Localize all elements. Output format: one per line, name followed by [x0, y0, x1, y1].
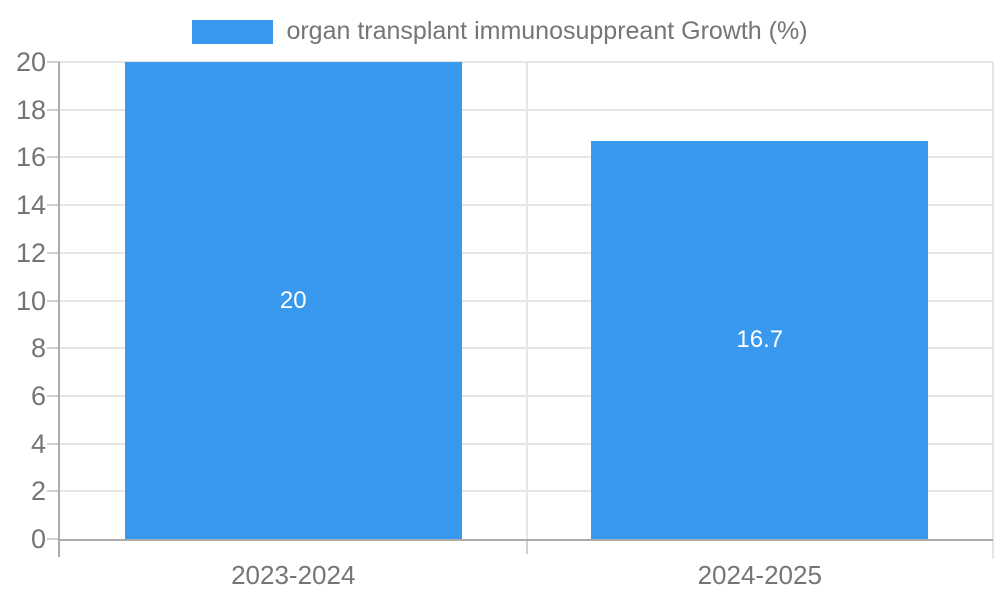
x-axis-line	[58, 539, 993, 541]
y-tick	[47, 251, 60, 254]
y-tick-label: 2	[30, 476, 46, 507]
y-tick-label: 18	[15, 94, 46, 125]
bar-value-label: 20	[279, 286, 307, 314]
x-tick-label: 2023-2024	[231, 560, 356, 590]
y-tick-label: 14	[15, 190, 46, 221]
y-tick-label: 6	[30, 380, 46, 411]
y-tick	[47, 490, 60, 493]
x-tick	[525, 541, 528, 554]
y-tick	[47, 394, 60, 397]
y-tick-label: 8	[30, 333, 46, 364]
x-tick-label: 2024-2025	[697, 560, 822, 590]
y-tick	[47, 108, 60, 111]
y-tick-label: 0	[30, 524, 46, 554]
y-tick-label: 4	[30, 428, 46, 459]
legend-swatch	[192, 19, 274, 44]
y-tick-label: 12	[15, 237, 46, 268]
category-divider-gridline	[525, 62, 528, 539]
y-tick	[47, 156, 60, 159]
legend[interactable]: organ transplant immunosuppreant Growth …	[0, 17, 1000, 46]
y-tick-label: 20	[15, 47, 46, 77]
y-tick	[47, 347, 60, 350]
y-tick	[47, 299, 60, 302]
y-tick	[47, 204, 60, 207]
bar: 20	[124, 62, 462, 539]
y-tick-label: 10	[15, 285, 46, 316]
y-tick	[47, 61, 60, 63]
plot-right-border	[992, 62, 994, 559]
y-tick	[47, 442, 60, 445]
legend-label: organ transplant immunosuppreant Growth …	[286, 17, 808, 45]
y-tick-label: 16	[15, 142, 46, 173]
bar-value-label: 16.7	[736, 325, 784, 353]
bar: 16.7	[591, 140, 929, 539]
y-tick	[47, 538, 60, 540]
y-axis-line	[58, 62, 60, 557]
